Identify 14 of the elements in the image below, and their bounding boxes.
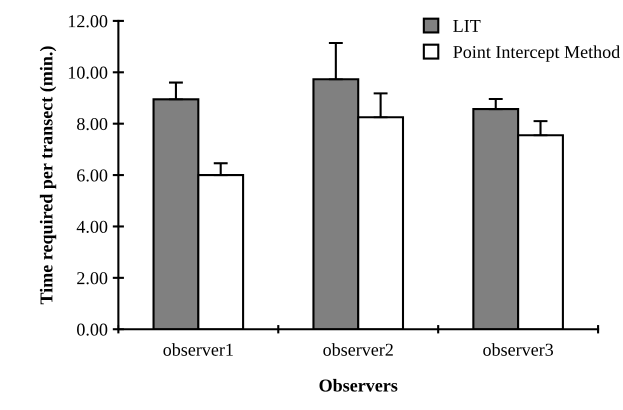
y-tick-label: 8.00 — [77, 118, 108, 130]
y-axis-title: Time required per transect (min.) — [40, 46, 56, 304]
y-tick-label: 4.00 — [76, 220, 108, 233]
y-tick-label: 2.00 — [77, 272, 108, 284]
legend-label: LIT — [453, 20, 480, 32]
y-tick-label: 6.00 — [77, 169, 108, 182]
y-tick-label: 10.00 — [68, 66, 108, 79]
x-tick-label: observer2 — [323, 343, 393, 356]
y-tick-label: 12.00 — [68, 15, 108, 28]
legend-label: Point Intercept Method — [453, 45, 620, 62]
x-tick-label: observer3 — [483, 343, 554, 356]
x-tick-label: observer1 — [163, 343, 233, 356]
x-axis-title: Observers — [319, 378, 398, 392]
y-tick-label: 0.00 — [77, 323, 108, 336]
